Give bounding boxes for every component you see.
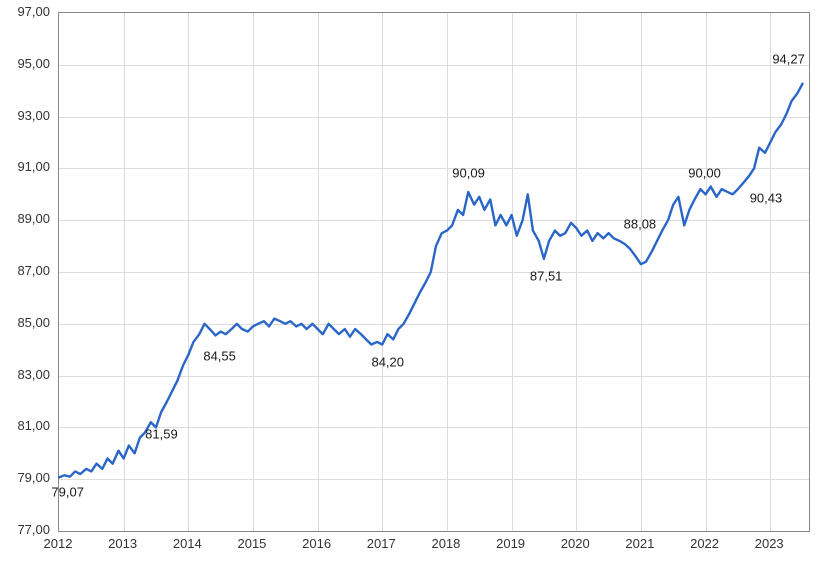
x-tick-label: 2015 [237, 536, 266, 551]
data-point-label: 87,51 [530, 269, 563, 284]
data-point-label: 90,09 [452, 165, 485, 180]
data-point-label: 88,08 [624, 217, 657, 232]
data-point-label: 84,55 [203, 349, 236, 364]
data-point-label: 90,00 [688, 165, 721, 180]
y-tick-label: 93,00 [0, 108, 50, 123]
y-tick-label: 87,00 [0, 263, 50, 278]
x-tick-label: 2020 [561, 536, 590, 551]
y-tick-label: 79,00 [0, 470, 50, 485]
x-tick-label: 2018 [431, 536, 460, 551]
y-tick-label: 85,00 [0, 315, 50, 330]
chart-container: 3 3 3 ® 77,0079,0081,0083,0085,0087,0089… [0, 0, 820, 567]
y-tick-label: 91,00 [0, 159, 50, 174]
x-tick-label: 2012 [44, 536, 73, 551]
x-tick-label: 2017 [367, 536, 396, 551]
y-tick-label: 81,00 [0, 418, 50, 433]
data-point-label: 79,07 [51, 485, 84, 500]
y-tick-label: 77,00 [0, 522, 50, 537]
x-tick-label: 2016 [302, 536, 331, 551]
line-series [59, 13, 809, 531]
x-tick-label: 2019 [496, 536, 525, 551]
y-tick-label: 95,00 [0, 56, 50, 71]
data-point-label: 84,20 [371, 354, 404, 369]
x-tick-label: 2022 [690, 536, 719, 551]
x-tick-label: 2023 [755, 536, 784, 551]
y-tick-label: 97,00 [0, 4, 50, 19]
data-point-label: 81,59 [145, 427, 178, 442]
plot-area [58, 12, 810, 532]
x-tick-label: 2013 [108, 536, 137, 551]
x-tick-label: 2014 [173, 536, 202, 551]
y-tick-label: 89,00 [0, 211, 50, 226]
data-point-label: 90,43 [750, 191, 783, 206]
data-point-label: 94,27 [772, 51, 805, 66]
x-tick-label: 2021 [625, 536, 654, 551]
y-tick-label: 83,00 [0, 367, 50, 382]
